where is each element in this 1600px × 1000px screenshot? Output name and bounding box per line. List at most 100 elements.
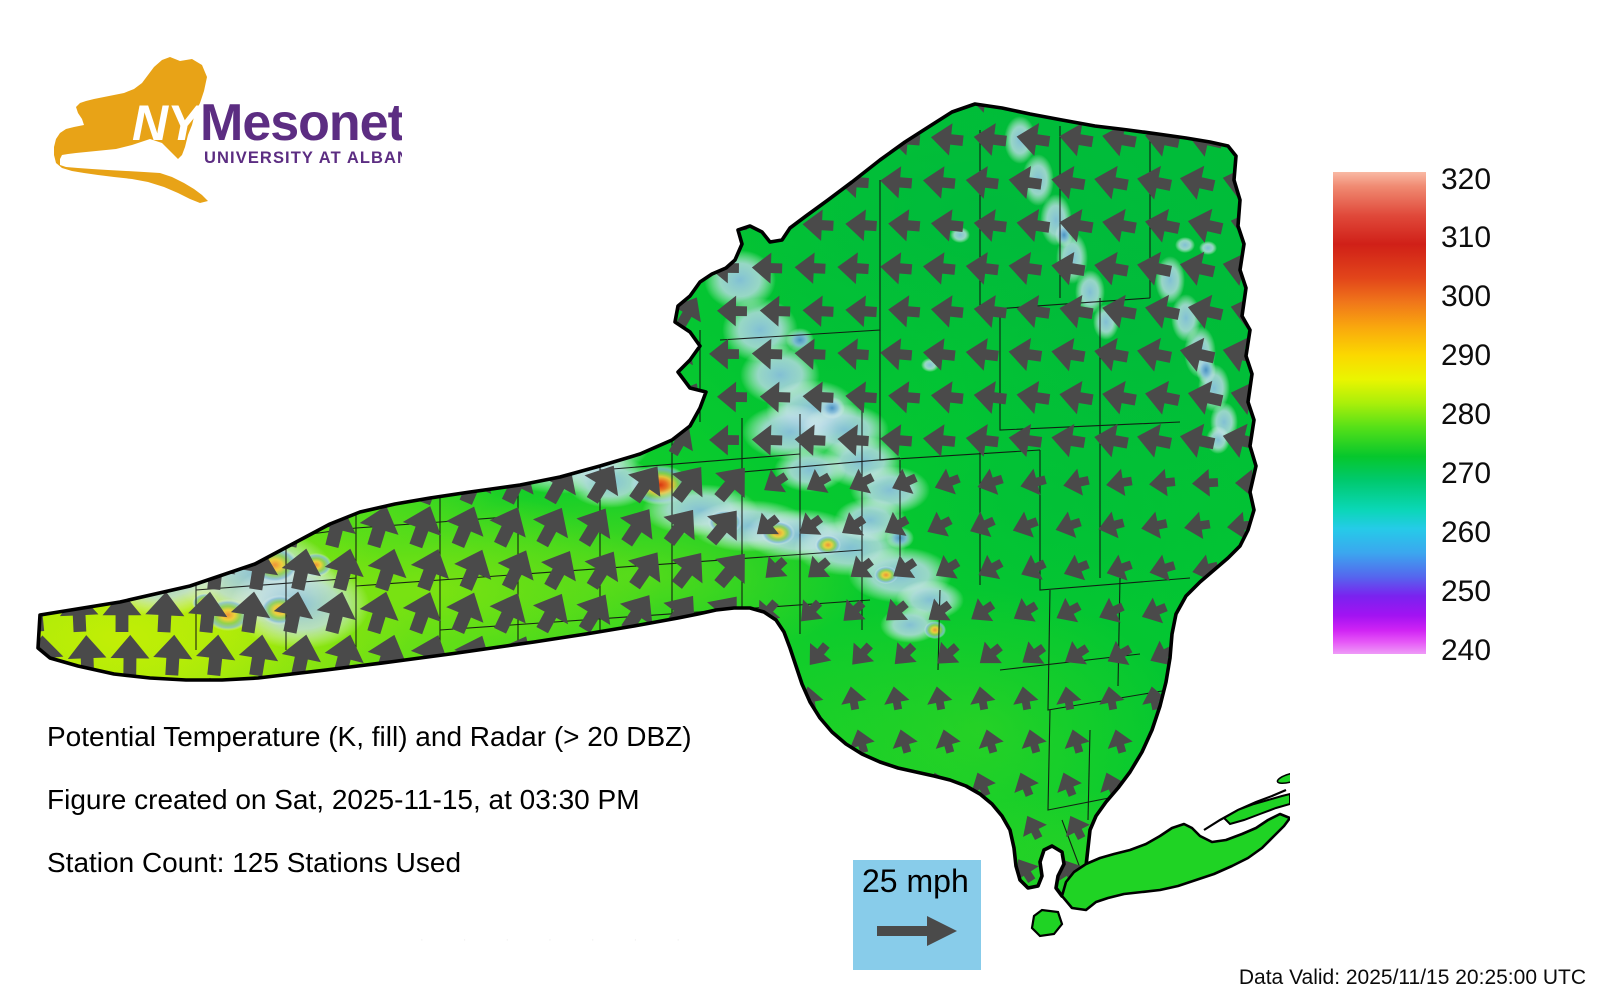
wind-arrow [584, 551, 619, 590]
wind-arrow [663, 853, 695, 890]
wind-arrow [321, 254, 349, 285]
wind-arrow [1179, 423, 1216, 458]
wind-arrow [458, 211, 486, 242]
wind-arrow [1106, 554, 1133, 581]
wind-arrow [450, 426, 478, 457]
wind-arrow [845, 381, 877, 414]
wind-arrow [979, 641, 1003, 664]
wind-arrow [243, 297, 271, 328]
wind-arrow [149, 104, 177, 113]
wind-arrow [934, 468, 961, 495]
long-island [1030, 771, 1290, 938]
wind-arrow [364, 340, 392, 371]
wind-arrow [706, 768, 737, 804]
wind-arrow [849, 468, 875, 494]
wind-arrow [1265, 852, 1290, 888]
wind-arrow [579, 340, 607, 371]
wind-arrow [458, 125, 486, 156]
wind-arrow [493, 168, 521, 199]
wind-arrow [106, 104, 134, 113]
wind-arrow [1276, 554, 1290, 585]
wind-arrow [364, 104, 392, 113]
wind-arrow [665, 254, 693, 285]
caption-title: Potential Temperature (K, fill) and Rada… [47, 721, 692, 752]
wind-arrow [110, 462, 150, 504]
wind-arrow [892, 729, 918, 754]
wind-arrow [1142, 686, 1168, 711]
wind-arrow [970, 686, 996, 711]
wind-arrow [1235, 469, 1256, 497]
wind-arrow [367, 892, 407, 896]
wind-arrow [978, 729, 1004, 754]
wind-arrow [1051, 337, 1086, 372]
wind-arrow [493, 340, 521, 371]
wind-arrow [67, 549, 107, 590]
wind-arrow [1227, 511, 1254, 540]
wind-arrow [1049, 937, 1087, 940]
staten-island [1030, 908, 1064, 938]
wind-arrow [316, 591, 356, 634]
caption-created: Figure created on Sat, 2025-11-15, at 03… [47, 784, 640, 815]
wind-arrow [709, 424, 739, 456]
wind-arrow [808, 815, 832, 840]
wind-arrow [1137, 423, 1172, 458]
wind-arrow [706, 682, 737, 718]
wind-arrow [458, 297, 486, 328]
wind-arrow [673, 125, 701, 156]
wind-arrow [38, 893, 64, 896]
wind-arrow [38, 254, 48, 285]
wind-arrow [38, 297, 56, 328]
wind-arrow [415, 297, 443, 328]
wind-arrow [67, 635, 107, 676]
wind-arrow [196, 634, 236, 677]
wind-arrow [278, 426, 306, 457]
wind-arrow [1022, 641, 1047, 664]
wind-arrow [63, 104, 91, 113]
wind-arrow [149, 168, 177, 199]
wind-arrow [200, 125, 228, 156]
wind-arrow [1055, 511, 1082, 538]
wind-arrow [1063, 468, 1090, 496]
wind-arrow [489, 507, 526, 548]
wind-arrow [402, 592, 442, 635]
wind-arrow [851, 815, 875, 840]
colorbar-tick-310: 310 [1441, 221, 1492, 254]
logo-state-shape [54, 57, 208, 203]
wind-arrow [1228, 686, 1254, 711]
wind-arrow [278, 168, 306, 199]
caption-cropped-line: · · · · · · · [420, 934, 698, 946]
wind-arrow [364, 426, 392, 457]
wind-arrow [1014, 772, 1039, 797]
wind-arrow [1261, 160, 1290, 203]
wind-arrow [927, 686, 953, 711]
wind-arrow [415, 383, 443, 414]
wind-arrow [714, 553, 745, 589]
wind-arrow [799, 772, 824, 797]
wind-arrow [1137, 104, 1172, 114]
wind-arrow [63, 426, 91, 457]
wind-arrow [1269, 203, 1290, 247]
wind-arrow [1187, 208, 1224, 243]
wind-arrow [493, 254, 521, 285]
colorbar: 320 310 300 290 280 270 260 250 240 [1333, 165, 1583, 666]
wind-arrow [38, 125, 56, 156]
wind-arrow [1094, 423, 1129, 458]
wind-arrow [59, 592, 99, 633]
wind-arrow [1013, 598, 1039, 622]
wind-arrow [372, 383, 400, 414]
wind-arrow [359, 505, 399, 549]
wind-arrow [794, 424, 826, 456]
data-valid-timestamp: Data Valid: 2025/11/15 20:25:00 UTC [1238, 966, 1586, 989]
wind-arrow [1021, 729, 1047, 754]
wind-arrow [364, 254, 392, 285]
wind-arrow [619, 595, 653, 633]
wind-arrow [1222, 423, 1256, 458]
wind-arrow [806, 468, 832, 493]
logo-text-subtitle: UNIVERSITY AT ALBANY [204, 149, 402, 167]
wind-arrow [71, 297, 99, 328]
wind-arrow [1186, 772, 1211, 797]
wind-arrow [837, 252, 869, 285]
wind-arrow [1056, 686, 1082, 711]
wind-arrow [714, 725, 745, 761]
wind-arrow [446, 592, 484, 634]
